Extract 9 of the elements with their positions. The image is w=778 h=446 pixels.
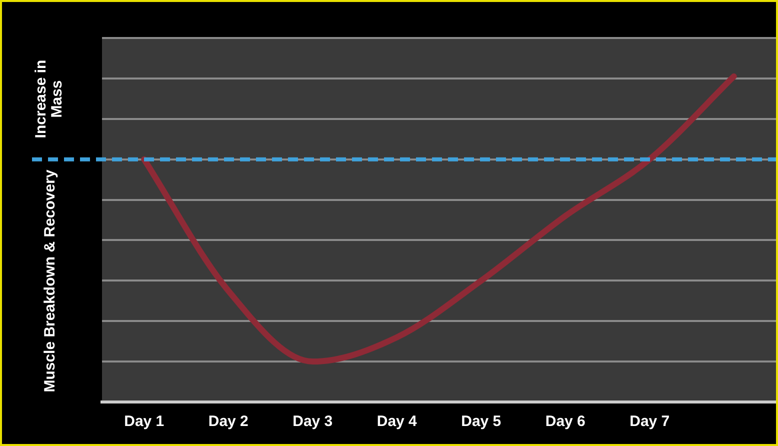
x-tick-label: Day 5 [461, 413, 502, 430]
x-tick-label: Day 6 [545, 413, 586, 430]
x-tick-label: Day 2 [208, 413, 248, 430]
x-tick-label: Day 4 [376, 413, 418, 430]
x-tick-label: Day 1 [124, 413, 164, 430]
text: Muscle Breakdown & Recovery [40, 168, 59, 394]
x-tick-label: Day 7 [630, 413, 670, 430]
text: Increase in Mass [32, 58, 67, 140]
x-tick-label: Day 3 [292, 413, 333, 430]
